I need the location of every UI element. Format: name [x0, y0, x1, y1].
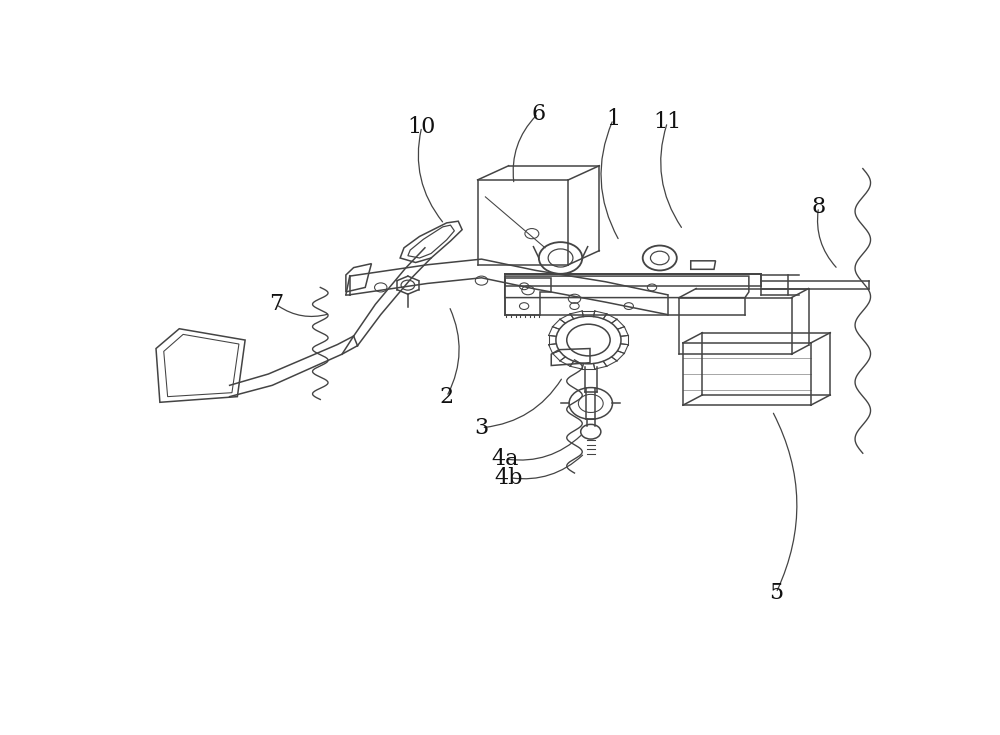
Text: 11: 11 — [653, 111, 682, 133]
Text: 4b: 4b — [494, 467, 523, 489]
Text: 4a: 4a — [491, 448, 518, 470]
Text: 5: 5 — [769, 582, 783, 604]
Text: 7: 7 — [269, 293, 283, 315]
Text: 1: 1 — [606, 108, 620, 130]
Text: 8: 8 — [812, 196, 826, 218]
Text: 2: 2 — [440, 386, 454, 408]
Text: 3: 3 — [474, 417, 489, 439]
Text: 6: 6 — [531, 103, 545, 125]
Text: 10: 10 — [408, 115, 436, 137]
